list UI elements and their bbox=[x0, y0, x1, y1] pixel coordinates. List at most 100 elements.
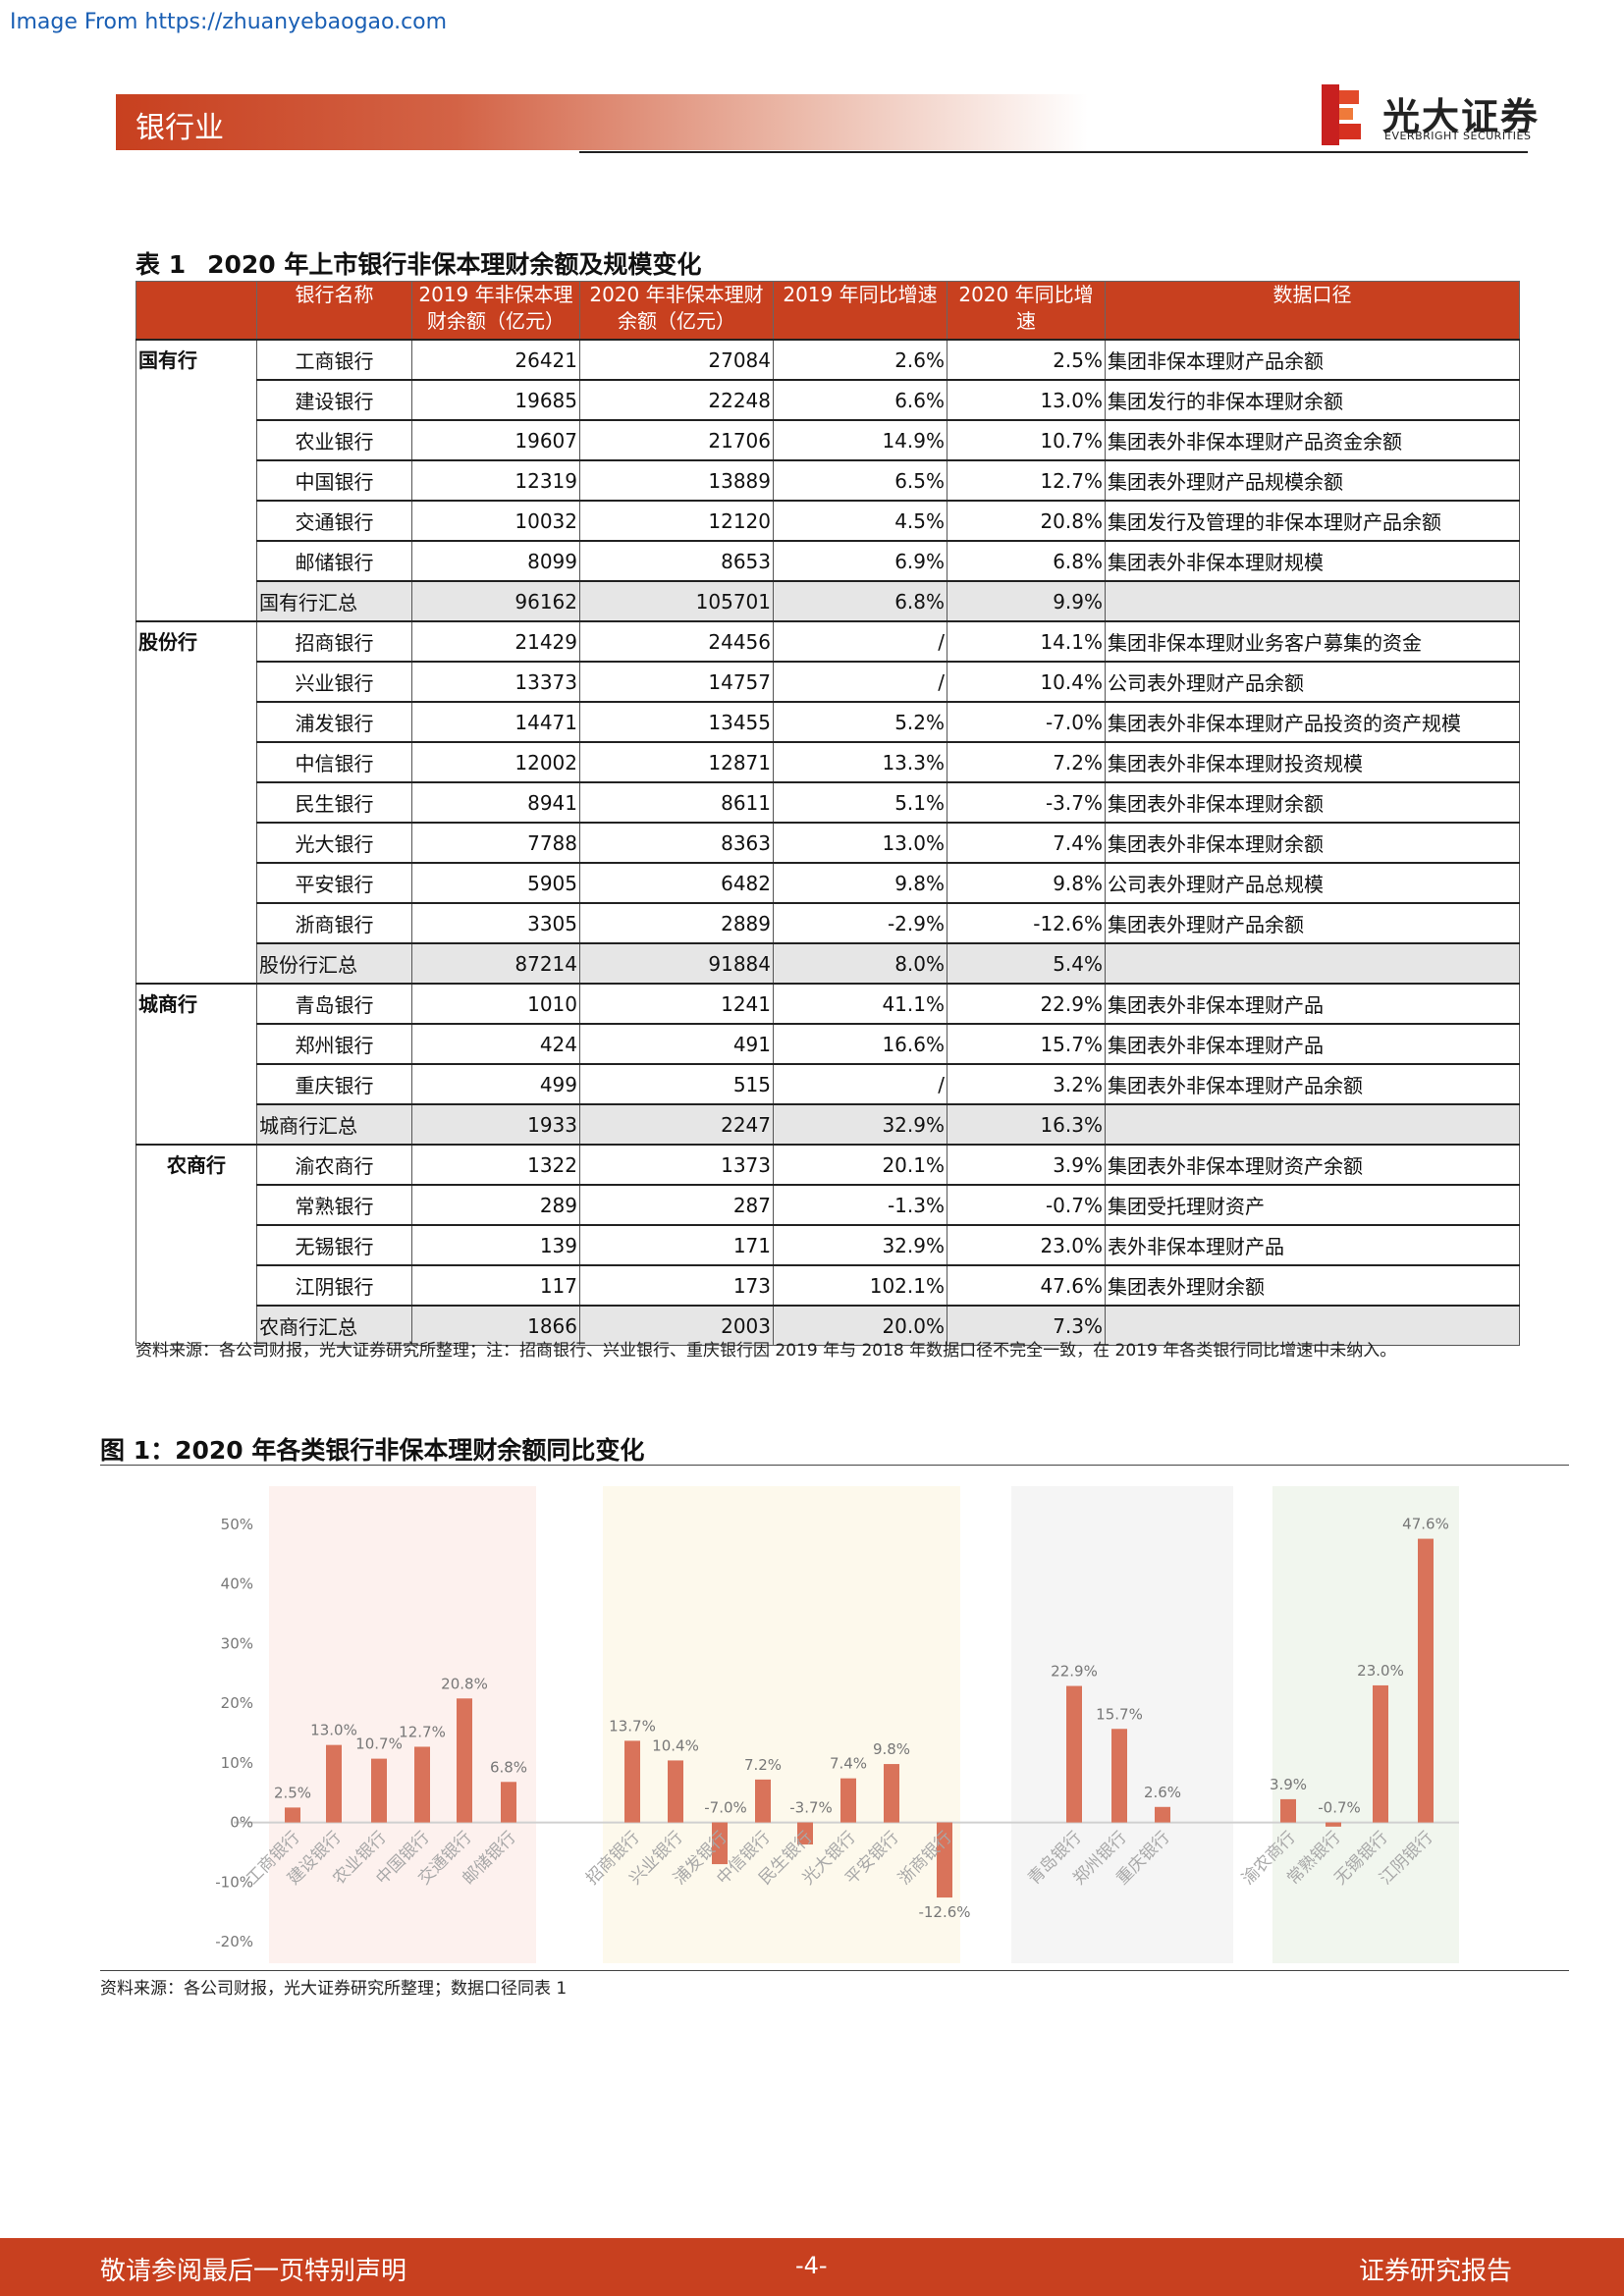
y-tick-label: 10% bbox=[221, 1754, 253, 1772]
panel-background bbox=[1011, 1486, 1233, 1963]
growth-2019-cell: -1.3% bbox=[773, 1184, 947, 1226]
growth-2020-cell: 14.1% bbox=[947, 620, 1106, 663]
growth-2020-cell: 3.2% bbox=[947, 1063, 1106, 1105]
balance-2019-cell: 26421 bbox=[411, 339, 580, 381]
balance-2020-cell: 2247 bbox=[579, 1103, 774, 1146]
growth-2019-cell: 4.5% bbox=[773, 500, 947, 542]
table-row: 股份行 招商银行 21429 24456/14.1% 集团非保本理财业务客户募集的资金 bbox=[135, 620, 1520, 985]
group-label: 城商行 bbox=[135, 983, 257, 1146]
chart-bar bbox=[1418, 1538, 1434, 1823]
data-label: 12.7% bbox=[399, 1723, 446, 1740]
bank-name-cell: 常熟银行 bbox=[256, 1184, 412, 1226]
growth-2020-cell: 2.5% bbox=[947, 339, 1106, 381]
growth-2020-cell: 7.4% bbox=[947, 822, 1106, 864]
figure-bottom-rule bbox=[100, 1970, 1569, 1971]
balance-2020-cell: 287 bbox=[579, 1184, 774, 1226]
bank-name-cell: 招商银行 bbox=[256, 620, 412, 663]
chart-bar bbox=[797, 1822, 813, 1845]
balance-2020-cell: 91884 bbox=[579, 942, 774, 985]
bank-name-cell: 浙商银行 bbox=[256, 902, 412, 944]
balance-2019-cell: 1010 bbox=[411, 983, 580, 1025]
header-cell-2019-balance: 2019 年非保本理财余额（亿元） bbox=[411, 281, 580, 341]
panel-background bbox=[269, 1486, 536, 1963]
data-label: 15.7% bbox=[1096, 1705, 1143, 1723]
table-header-row: 银行名称 2019 年非保本理财余额（亿元） 2020 年非保本理财余额（亿元）… bbox=[135, 281, 1520, 341]
footer-disclaimer: 敬请参阅最后一页特别声明 bbox=[100, 2257, 407, 2286]
table-row: 中国银行 12319 13889 6.5% 12.7% 集团表外理财产品规模余额 bbox=[136, 459, 1520, 502]
bank-wealth-table: 银行名称 2019 年非保本理财余额（亿元） 2020 年非保本理财余额（亿元）… bbox=[135, 281, 1520, 1346]
balance-2019-cell: 19685 bbox=[411, 379, 580, 421]
logo-text-cn: 光大证券 bbox=[1382, 95, 1541, 138]
balance-2019-cell: 12002 bbox=[411, 741, 580, 783]
data-label: 10.7% bbox=[355, 1735, 403, 1753]
group-label: 农商行 bbox=[135, 1144, 257, 1346]
table-row: 国有行 工商银行 26421 27084 2.6% 2.5% 集团非保本理财产品余额 bbox=[135, 339, 1520, 622]
header-cell-2020-balance: 2020 年非保本理财余额（亿元） bbox=[579, 281, 774, 341]
growth-2020-cell: 20.8% bbox=[947, 500, 1106, 542]
table-row: 常熟银行 289 287 -1.3% -0.7% 集团受托理财资产 bbox=[136, 1184, 1520, 1226]
basis-cell: 集团受托理财资产 bbox=[1105, 1184, 1520, 1226]
y-tick-label: 0% bbox=[230, 1814, 253, 1832]
growth-2019-cell: 16.6% bbox=[773, 1023, 947, 1065]
header-rule bbox=[579, 151, 1528, 153]
growth-2019-cell: 6.5% bbox=[773, 459, 947, 502]
bank-name-cell: 中信银行 bbox=[256, 741, 412, 783]
bank-name-cell: 郑州银行 bbox=[256, 1023, 412, 1065]
data-label: -12.6% bbox=[918, 1903, 970, 1921]
data-label: 13.7% bbox=[609, 1717, 656, 1735]
growth-2020-cell: 23.0% bbox=[947, 1224, 1106, 1266]
table-row: 中信银行 12002 12871 13.3% 7.2% 集团表外非保本理财投资规模 bbox=[136, 741, 1520, 783]
basis-cell: 集团表外理财产品余额 bbox=[1105, 902, 1520, 944]
table-source-note: 资料来源：各公司财报，光大证券研究所整理；注：招商银行、兴业银行、重庆银行因 2… bbox=[135, 1341, 1397, 1361]
balance-2019-cell: 117 bbox=[411, 1264, 580, 1307]
chart-bar bbox=[1066, 1685, 1082, 1823]
growth-2020-cell: 22.9% bbox=[947, 983, 1106, 1025]
bank-name-cell: 农业银行 bbox=[256, 419, 412, 461]
figure-top-rule bbox=[100, 1465, 1569, 1466]
data-label: 6.8% bbox=[490, 1758, 527, 1776]
table-subtotal-row: 农商行汇总 1866 2003 20.0% 7.3% bbox=[136, 1305, 1520, 1346]
chart-bar bbox=[457, 1698, 472, 1823]
basis-cell: 集团表外非保本理财资产余额 bbox=[1105, 1144, 1520, 1186]
bank-name-cell: 浦发银行 bbox=[256, 701, 412, 743]
chart-bar bbox=[414, 1746, 430, 1823]
growth-2019-cell: 6.8% bbox=[773, 580, 947, 622]
figure-source-note: 资料来源：各公司财报，光大证券研究所整理；数据口径同表 1 bbox=[100, 1979, 568, 1999]
bank-name-cell: 民生银行 bbox=[256, 781, 412, 824]
chart-bar bbox=[937, 1822, 952, 1898]
balance-2019-cell: 289 bbox=[411, 1184, 580, 1226]
table-subtotal-row: 国有行汇总 96162 105701 6.8% 9.9% bbox=[136, 580, 1520, 622]
balance-2019-cell: 1866 bbox=[411, 1305, 580, 1346]
growth-2020-cell: 10.4% bbox=[947, 661, 1106, 703]
balance-2020-cell: 6482 bbox=[579, 862, 774, 904]
growth-2019-cell: 14.9% bbox=[773, 419, 947, 461]
growth-2019-cell: / bbox=[773, 1063, 947, 1105]
chart-bar bbox=[755, 1779, 771, 1823]
table-row: 重庆银行 499 515/3.2% 集团表外非保本理财产品余额 bbox=[136, 1063, 1520, 1105]
header-cell-group bbox=[135, 281, 257, 341]
basis-cell: 集团表外非保本理财产品投资的资产规模 bbox=[1105, 701, 1520, 743]
source-watermark: Image From https://zhuanyebaogao.com bbox=[10, 10, 448, 34]
data-label: -7.0% bbox=[704, 1799, 747, 1817]
growth-2020-cell: 47.6% bbox=[947, 1264, 1106, 1307]
growth-2019-cell: 2.6% bbox=[773, 339, 947, 381]
basis-cell: 集团表外理财余额 bbox=[1105, 1264, 1520, 1307]
data-label: -3.7% bbox=[789, 1799, 833, 1817]
y-tick-label: -20% bbox=[215, 1933, 253, 1950]
basis-cell: 集团表外非保本理财产品余额 bbox=[1105, 1063, 1520, 1105]
balance-2019-cell: 139 bbox=[411, 1224, 580, 1266]
growth-2020-cell: -7.0% bbox=[947, 701, 1106, 743]
table-row: 邮储银行 8099 8653 6.9% 6.8% 集团表外非保本理财规模 bbox=[136, 540, 1520, 582]
table-row: 民生银行 8941 8611 5.1% -3.7% 集团表外非保本理财余额 bbox=[136, 781, 1520, 824]
group-label: 国有行 bbox=[135, 339, 257, 622]
balance-2019-cell: 21429 bbox=[411, 620, 580, 663]
growth-2019-cell: 5.2% bbox=[773, 701, 947, 743]
balance-2019-cell: 13373 bbox=[411, 661, 580, 703]
basis-cell: 集团发行及管理的非保本理财产品余额 bbox=[1105, 500, 1520, 542]
chart-bar bbox=[712, 1822, 728, 1865]
table-row: 农业银行 19607 21706 14.9% 10.7% 集团表外非保本理财产品资金余额 bbox=[136, 419, 1520, 461]
balance-2020-cell: 8611 bbox=[579, 781, 774, 824]
table-row: 兴业银行 13373 14757/10.4% 公司表外理财产品余额 bbox=[136, 661, 1520, 703]
balance-2019-cell: 1933 bbox=[411, 1103, 580, 1146]
y-tick-label: 20% bbox=[221, 1694, 253, 1712]
